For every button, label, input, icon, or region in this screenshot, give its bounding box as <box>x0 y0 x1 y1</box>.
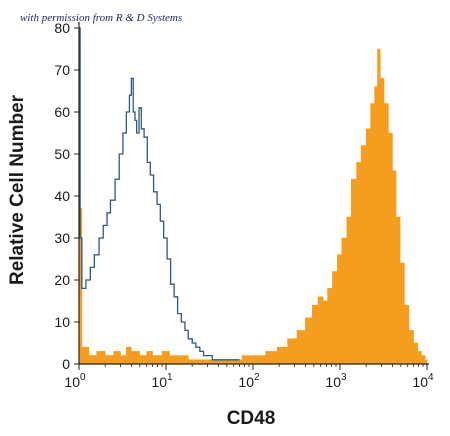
y-tick-label: 20 <box>54 272 70 288</box>
filled-histogram-series <box>78 48 428 365</box>
y-tick-label: 0 <box>62 356 70 372</box>
y-tick-label: 60 <box>54 104 70 120</box>
y-tick-label: 30 <box>54 230 70 246</box>
outline-histogram-series <box>79 27 240 361</box>
x-tick-label: 102 <box>238 372 260 390</box>
watermark-text: with permission from R & D Systems <box>20 12 182 24</box>
x-tick-label: 101 <box>151 372 173 390</box>
y-axis-title: Relative Cell Number <box>7 94 28 285</box>
plot-area <box>78 27 428 365</box>
y-tick-label: 50 <box>54 146 70 162</box>
y-tick-label: 70 <box>54 62 70 78</box>
x-axis-title: CD48 <box>227 408 276 429</box>
y-tick-label: 10 <box>54 314 70 330</box>
x-tick-label: 103 <box>325 372 347 390</box>
x-tick-label: 100 <box>64 372 86 390</box>
axes: 0 10 20 30 40 50 60 70 80 100 101 102 103 104 <box>54 20 434 390</box>
x-tick-label: 104 <box>412 372 434 390</box>
y-tick-label: 40 <box>54 188 70 204</box>
y-tick-label: 80 <box>54 20 70 36</box>
